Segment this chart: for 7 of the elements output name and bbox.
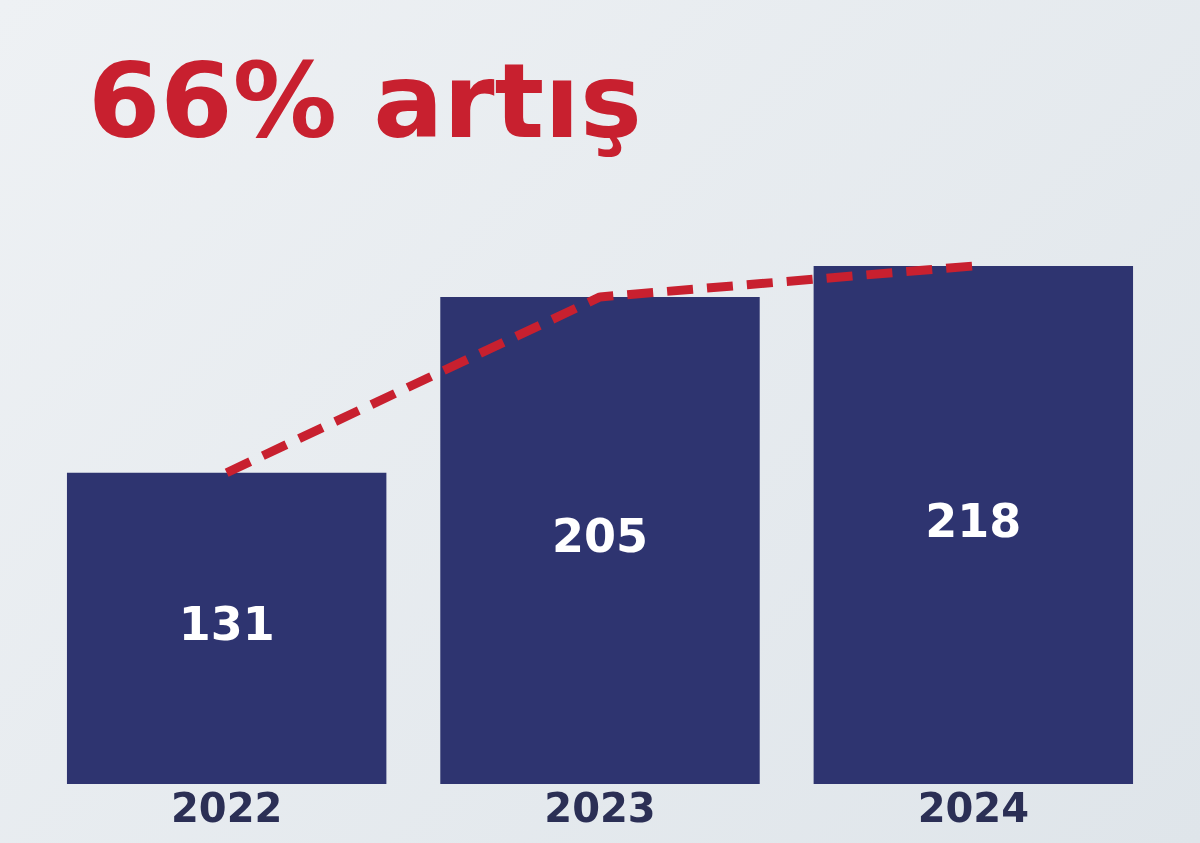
data-label: 218 <box>925 493 1022 548</box>
x-tick-label: 2022 <box>171 785 283 832</box>
x-tick-label: 2024 <box>917 785 1029 832</box>
chart-title: 66% artış <box>88 40 642 162</box>
x-tick-label: 2023 <box>544 785 656 832</box>
data-label: 131 <box>178 597 275 652</box>
data-label: 205 <box>551 509 649 564</box>
